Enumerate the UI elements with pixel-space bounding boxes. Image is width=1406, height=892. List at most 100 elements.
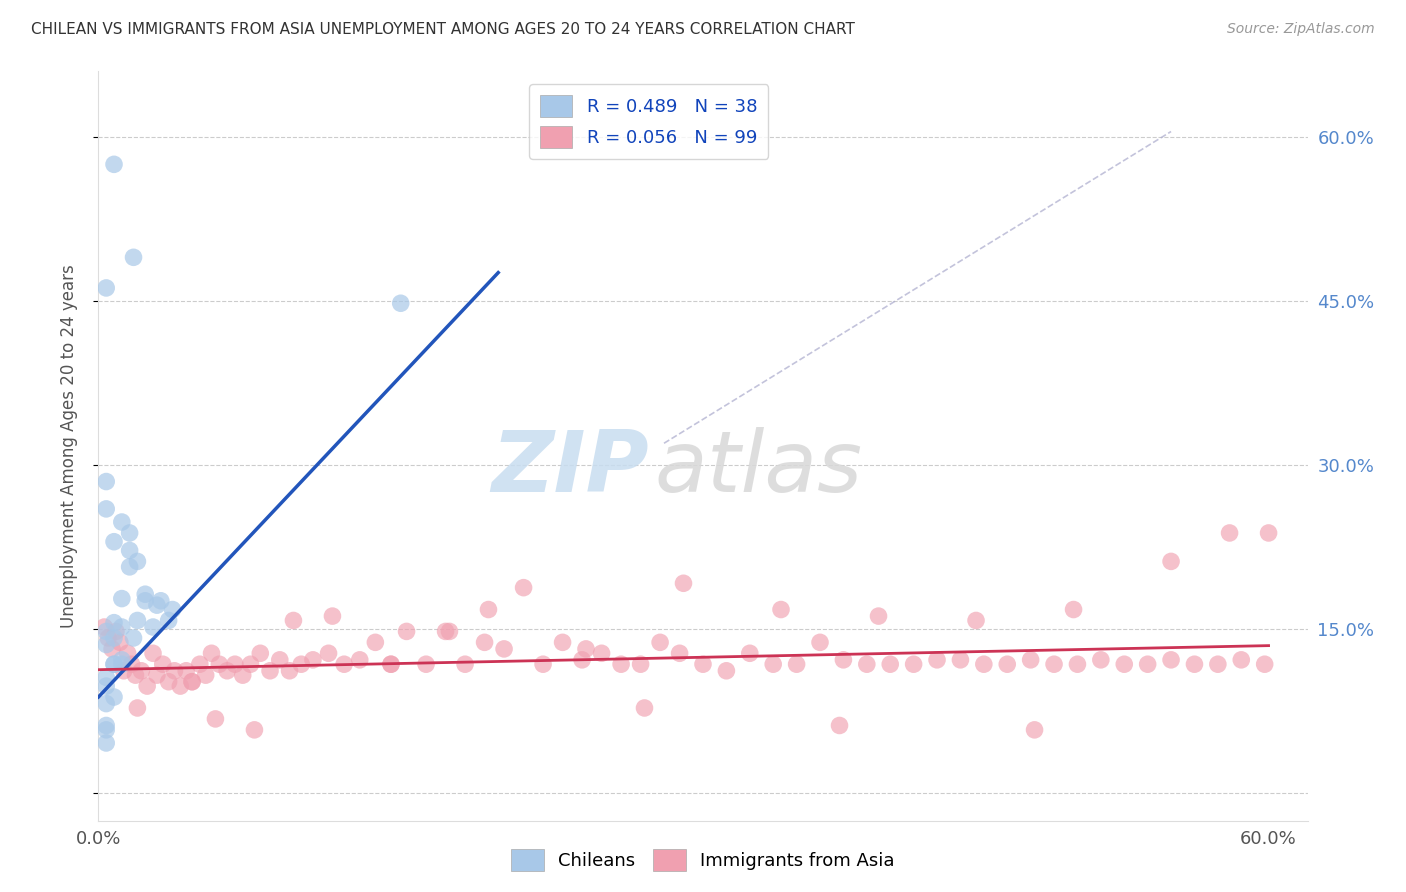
Point — [162, 602, 184, 616]
Point — [786, 657, 808, 672]
Point — [575, 641, 598, 656]
Point — [121, 657, 143, 672]
Point — [1160, 554, 1182, 568]
Point — [591, 646, 613, 660]
Point — [146, 598, 169, 612]
Point — [96, 624, 118, 639]
Point — [610, 657, 633, 672]
Point — [118, 543, 141, 558]
Point — [239, 657, 262, 672]
Point — [96, 697, 118, 711]
Point — [832, 653, 855, 667]
Point — [973, 657, 995, 672]
Point — [551, 635, 574, 649]
Point — [103, 534, 125, 549]
Point — [108, 635, 131, 649]
Point — [415, 657, 437, 672]
Point — [181, 674, 204, 689]
Point — [96, 679, 118, 693]
Point — [249, 646, 271, 660]
Point — [142, 620, 165, 634]
Point — [439, 624, 461, 639]
Legend: R = 0.489   N = 38, R = 0.056   N = 99: R = 0.489 N = 38, R = 0.056 N = 99 — [529, 84, 768, 159]
Point — [174, 664, 197, 678]
Point — [531, 657, 554, 672]
Point — [111, 515, 134, 529]
Point — [93, 620, 115, 634]
Point — [1066, 657, 1088, 672]
Point — [1043, 657, 1066, 672]
Point — [243, 723, 266, 737]
Point — [692, 657, 714, 672]
Point — [122, 250, 145, 264]
Point — [188, 657, 211, 672]
Point — [364, 635, 387, 649]
Point — [903, 657, 925, 672]
Legend: Chileans, Immigrants from Asia: Chileans, Immigrants from Asia — [503, 842, 903, 879]
Point — [672, 576, 695, 591]
Point — [134, 587, 156, 601]
Point — [97, 631, 120, 645]
Point — [283, 614, 305, 628]
Point — [474, 635, 496, 649]
Point — [96, 718, 118, 732]
Point — [648, 635, 671, 649]
Point — [134, 594, 156, 608]
Point — [152, 657, 174, 672]
Point — [1219, 525, 1241, 540]
Point — [302, 653, 325, 667]
Point — [259, 664, 281, 678]
Point — [1160, 653, 1182, 667]
Point — [157, 614, 180, 628]
Point — [349, 653, 371, 667]
Point — [879, 657, 901, 672]
Point — [769, 602, 792, 616]
Point — [630, 657, 652, 672]
Point — [96, 502, 118, 516]
Y-axis label: Unemployment Among Ages 20 to 24 years: Unemployment Among Ages 20 to 24 years — [59, 264, 77, 628]
Point — [1063, 602, 1085, 616]
Point — [995, 657, 1018, 672]
Point — [224, 657, 246, 672]
Point — [949, 653, 972, 667]
Point — [200, 646, 222, 660]
Text: CHILEAN VS IMMIGRANTS FROM ASIA UNEMPLOYMENT AMONG AGES 20 TO 24 YEARS CORRELATI: CHILEAN VS IMMIGRANTS FROM ASIA UNEMPLOY… — [31, 22, 855, 37]
Point — [101, 641, 124, 656]
Point — [136, 679, 159, 693]
Point — [278, 664, 301, 678]
Point — [333, 657, 356, 672]
Point — [146, 668, 169, 682]
Point — [571, 653, 593, 667]
Point — [103, 657, 125, 672]
Point — [169, 679, 191, 693]
Point — [494, 641, 516, 656]
Point — [1253, 657, 1275, 672]
Text: ZIP: ZIP — [491, 427, 648, 510]
Point — [117, 646, 139, 660]
Point — [868, 609, 890, 624]
Point — [380, 657, 402, 672]
Point — [181, 674, 204, 689]
Point — [454, 657, 477, 672]
Point — [103, 615, 125, 630]
Point — [668, 646, 690, 660]
Text: Source: ZipAtlas.com: Source: ZipAtlas.com — [1227, 22, 1375, 37]
Point — [321, 609, 343, 624]
Point — [389, 296, 412, 310]
Point — [103, 157, 125, 171]
Point — [194, 668, 217, 682]
Point — [925, 653, 948, 667]
Point — [96, 723, 118, 737]
Point — [96, 670, 118, 684]
Point — [290, 657, 312, 672]
Point — [127, 614, 149, 628]
Point — [111, 653, 134, 667]
Point — [204, 712, 226, 726]
Point — [163, 664, 186, 678]
Point — [269, 653, 291, 667]
Point — [131, 664, 153, 678]
Point — [103, 631, 125, 645]
Point — [96, 281, 118, 295]
Point — [112, 664, 135, 678]
Point — [1257, 525, 1279, 540]
